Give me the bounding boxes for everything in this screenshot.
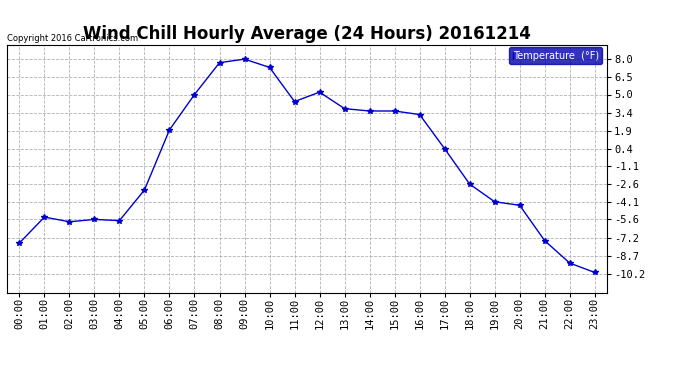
- Title: Wind Chill Hourly Average (24 Hours) 20161214: Wind Chill Hourly Average (24 Hours) 201…: [83, 26, 531, 44]
- Text: Copyright 2016 Cartronics.com: Copyright 2016 Cartronics.com: [7, 33, 138, 42]
- Legend: Temperature  (°F): Temperature (°F): [509, 47, 602, 64]
